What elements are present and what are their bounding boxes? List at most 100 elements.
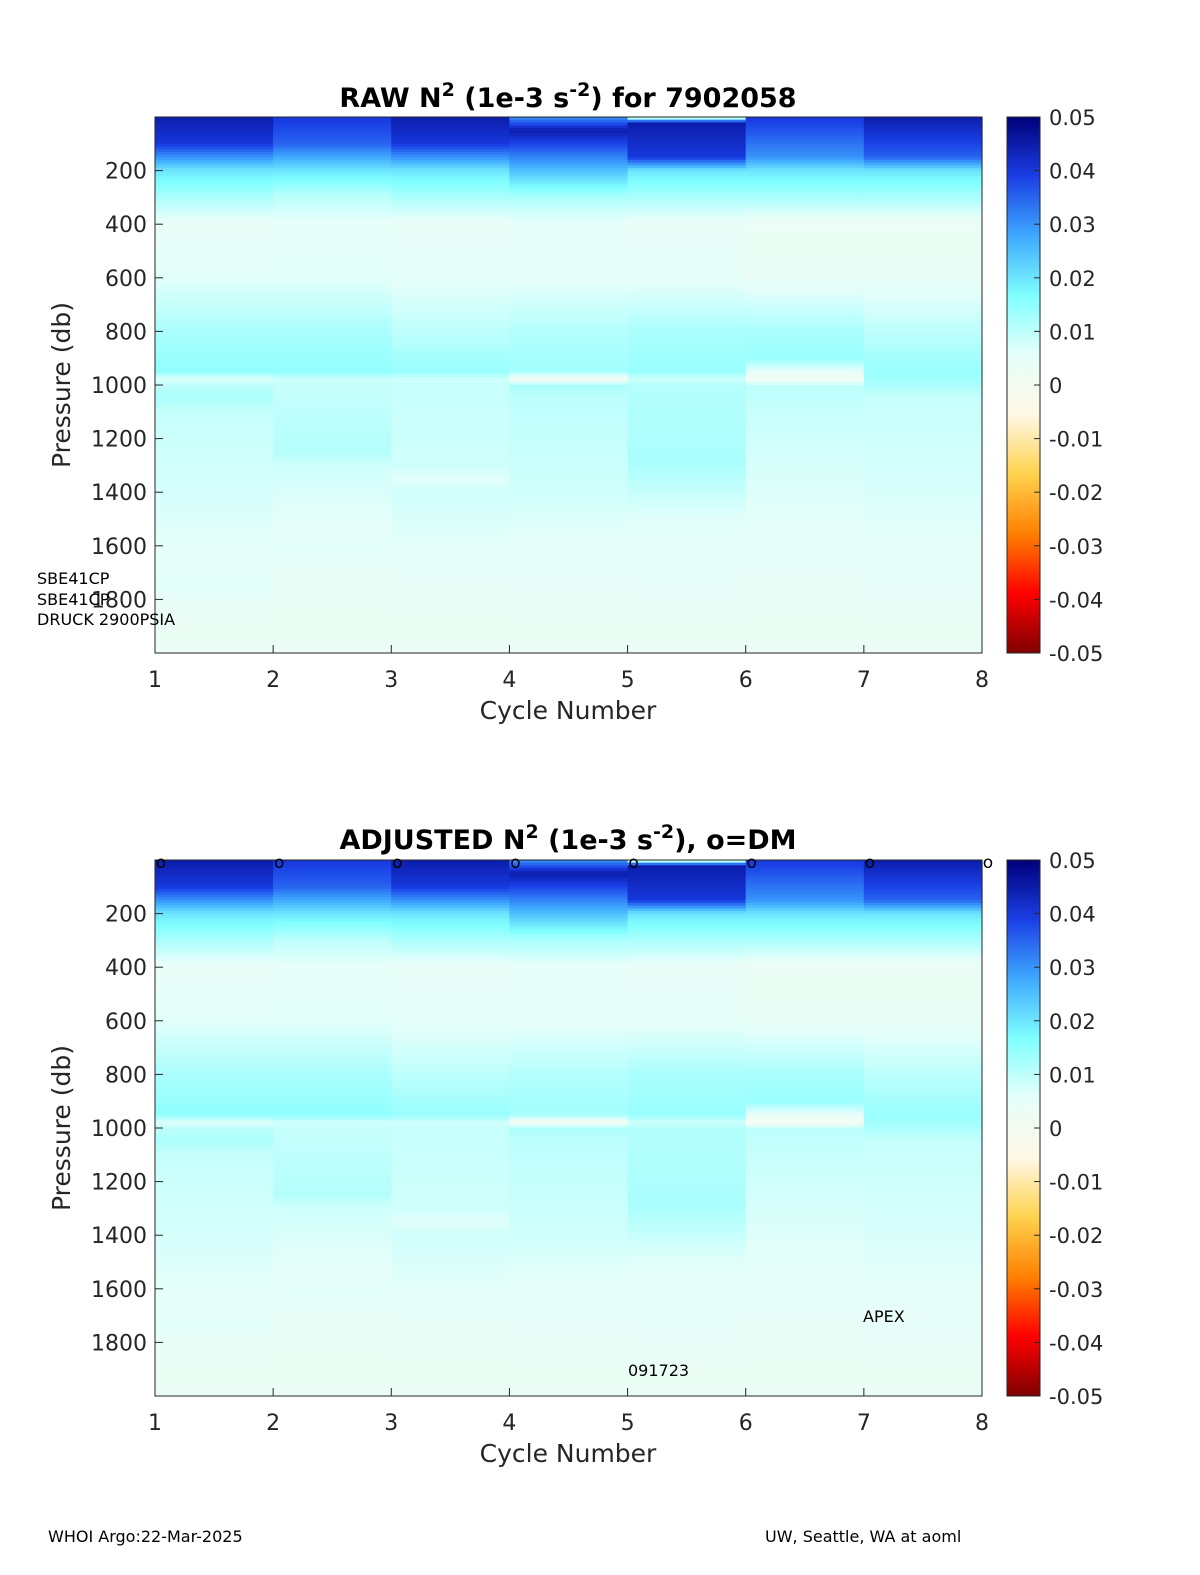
heatmap-cell xyxy=(745,1307,865,1311)
heatmap-cell xyxy=(745,935,865,939)
heatmap-cell xyxy=(627,1286,747,1290)
heatmap-cell xyxy=(273,1219,392,1223)
heatmap-cell xyxy=(863,259,983,263)
heatmap-cell xyxy=(273,390,392,394)
heatmap-cell xyxy=(509,524,629,528)
heatmap-cell xyxy=(627,1329,747,1333)
heatmap-cell xyxy=(273,884,392,888)
heatmap-cell xyxy=(863,481,983,485)
heatmap-cell xyxy=(863,267,983,271)
heatmap-cell xyxy=(155,556,274,560)
heatmap-cell xyxy=(391,1342,511,1346)
heatmap-cell xyxy=(627,996,747,1000)
heatmap-cell xyxy=(155,1160,274,1164)
x-tick-label: 4 xyxy=(502,1411,516,1436)
heatmap-cell xyxy=(627,537,747,542)
heatmap-cell xyxy=(509,1358,629,1362)
heatmap-cell xyxy=(863,245,983,249)
heatmap-cell xyxy=(863,1018,983,1022)
heatmap-cell xyxy=(273,1345,392,1349)
heatmap-cell xyxy=(155,929,274,933)
heatmap-cell xyxy=(745,234,865,239)
heatmap-cell xyxy=(155,157,274,161)
heatmap-cell xyxy=(509,186,629,190)
heatmap-cell xyxy=(391,1232,511,1236)
heatmap-cell xyxy=(509,1379,629,1384)
heatmap-cell xyxy=(509,406,629,410)
heatmap-cell xyxy=(273,569,392,574)
heatmap-cell xyxy=(155,1337,274,1341)
heatmap-cell xyxy=(155,1028,274,1033)
heatmap-cell xyxy=(273,460,392,464)
heatmap-cell xyxy=(391,489,511,493)
y-tick-label: 200 xyxy=(105,903,147,928)
heatmap-cell xyxy=(155,376,274,381)
heatmap-cell xyxy=(627,224,747,228)
heatmap-cell xyxy=(745,1128,865,1132)
heatmap-cell xyxy=(863,1034,983,1038)
heatmap-cell xyxy=(863,994,983,998)
heatmap-cell xyxy=(273,221,392,225)
heatmap-cell xyxy=(155,1347,274,1352)
heatmap-cell xyxy=(863,403,983,408)
heatmap-cell xyxy=(627,205,747,209)
heatmap-cell xyxy=(509,489,629,493)
heatmap-cell xyxy=(391,1146,511,1151)
heatmap-cell xyxy=(155,1197,274,1201)
heatmap-cell xyxy=(155,1103,274,1108)
heatmap-cell xyxy=(745,269,865,274)
heatmap-cell xyxy=(273,419,392,424)
heatmap-cell xyxy=(509,133,629,137)
heatmap-cell xyxy=(155,476,274,480)
heatmap-cell xyxy=(509,1010,629,1014)
heatmap-cell xyxy=(273,312,392,316)
heatmap-cell xyxy=(627,261,747,265)
heatmap-cell xyxy=(509,1186,629,1191)
heatmap-cell xyxy=(273,1093,392,1097)
heatmap-cell xyxy=(273,620,392,625)
heatmap-cell xyxy=(391,130,511,134)
heatmap-cell xyxy=(391,224,511,228)
heatmap-cell xyxy=(745,1248,865,1252)
heatmap-cell xyxy=(627,623,747,627)
heatmap-cell xyxy=(627,644,747,649)
heatmap-cell xyxy=(863,900,983,904)
heatmap-cell xyxy=(627,1216,747,1220)
heatmap-cell xyxy=(627,1326,747,1330)
heatmap-cell xyxy=(273,200,392,204)
heatmap-cell xyxy=(863,521,983,525)
heatmap-cell xyxy=(863,1390,983,1394)
heatmap-cell xyxy=(391,620,511,625)
heatmap-cell xyxy=(745,189,865,193)
heatmap-cell xyxy=(863,237,983,241)
heatmap-cell xyxy=(627,411,747,416)
heatmap-cell xyxy=(509,1055,629,1059)
heatmap-cell xyxy=(273,210,392,215)
heatmap-cell xyxy=(273,277,392,282)
heatmap-cell xyxy=(627,253,747,257)
heatmap-cell xyxy=(391,1334,511,1338)
heatmap-cell xyxy=(863,905,983,909)
heatmap-cell xyxy=(391,435,511,440)
heatmap-cell xyxy=(155,1117,274,1121)
heatmap-cell xyxy=(509,1245,629,1250)
heatmap-cell xyxy=(863,519,983,523)
heatmap-cell xyxy=(273,500,392,504)
heatmap-cell xyxy=(273,1058,392,1062)
heatmap-cell xyxy=(391,1219,511,1223)
heatmap-cell xyxy=(627,1181,747,1185)
heatmap-cell xyxy=(745,1299,865,1303)
heatmap-cell xyxy=(155,535,274,539)
heatmap-cell xyxy=(627,988,747,992)
heatmap-cell xyxy=(745,178,865,182)
heatmap-cell xyxy=(745,360,865,365)
heatmap-cell xyxy=(627,283,747,287)
heatmap-cell xyxy=(627,1355,747,1360)
heatmap-cell xyxy=(627,484,747,488)
raw-y-axis-label: Pressure (db) xyxy=(47,302,76,468)
heatmap-cell xyxy=(155,379,274,383)
heatmap-cell xyxy=(863,1232,983,1236)
heatmap-cell xyxy=(155,967,274,971)
heatmap-cell xyxy=(509,1262,629,1266)
colorbar-tick-label: 0.03 xyxy=(1049,213,1096,237)
